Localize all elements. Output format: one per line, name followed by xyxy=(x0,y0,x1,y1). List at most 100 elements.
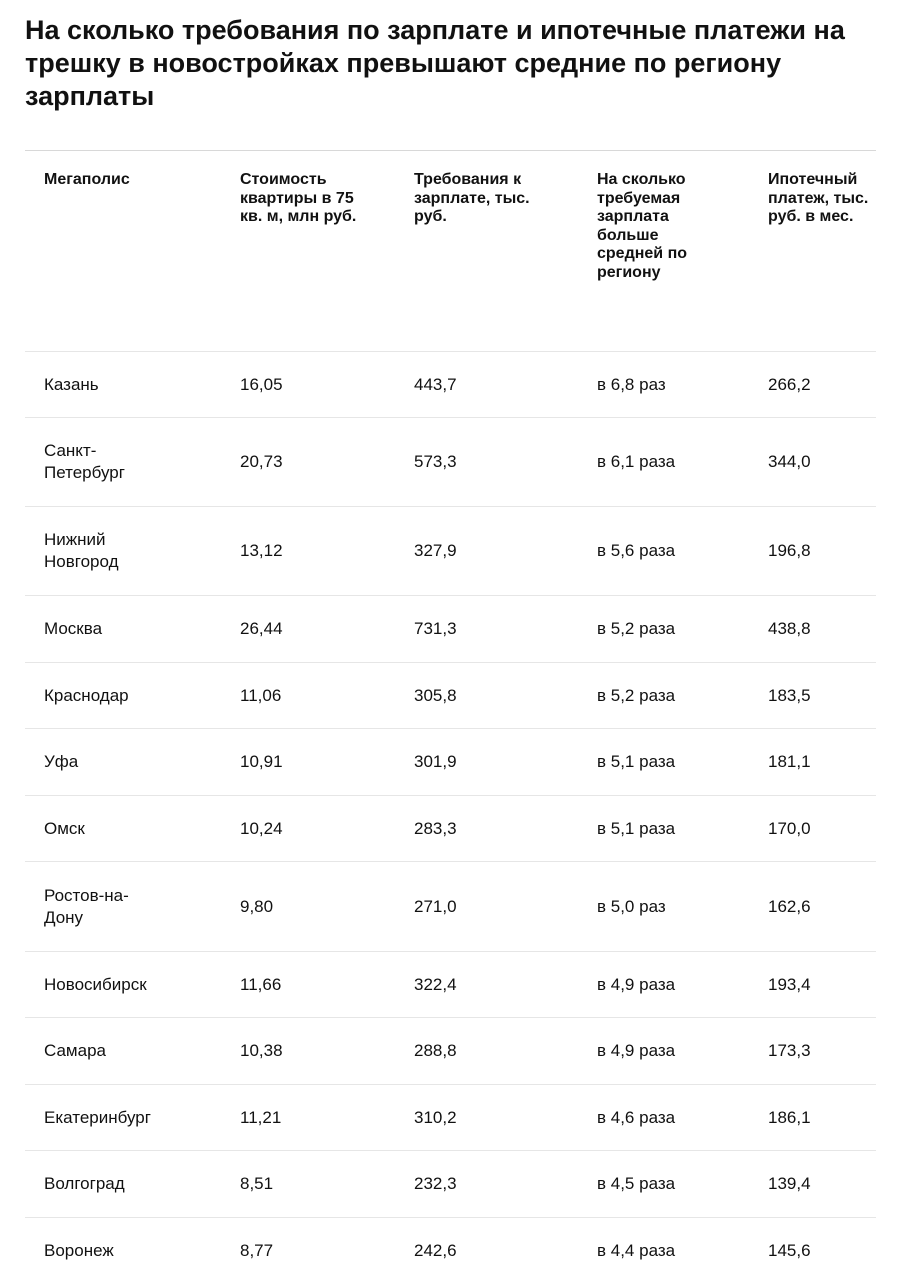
header-cell: Требования к зарплате, тыс. руб. xyxy=(395,151,578,352)
table-cell: 145,6 xyxy=(749,1218,876,1280)
table-cell: 731,3 xyxy=(395,596,578,663)
table-cell: 13,12 xyxy=(221,507,395,596)
cell-text: 288,8 xyxy=(414,1041,457,1060)
cell-text: 573,3 xyxy=(414,452,457,471)
table-cell: 283,3 xyxy=(395,796,578,862)
cell-text: в 5,2 раза xyxy=(597,619,676,638)
table-cell: в 4,6 раза xyxy=(578,1085,749,1151)
table-row: Нижний Новгород 13,12 327,9 в 5,6 раза 196,8 xyxy=(25,507,876,596)
table-cell: 271,0 xyxy=(395,862,578,952)
table-cell: 8,51 xyxy=(221,1151,395,1218)
table-cell: 288,8 xyxy=(395,1018,578,1085)
city-name: Москва xyxy=(44,619,103,638)
cell-text: 305,8 xyxy=(414,685,457,705)
table-row: Уфа 10,91 301,9 в 5,1 раза 181,1 xyxy=(25,729,876,796)
table-cell: 11,06 xyxy=(221,663,395,729)
table-row: Казань 16,05 443,7 в 6,8 раз 266,2 xyxy=(25,352,876,418)
city-name: Омск xyxy=(44,818,85,838)
city-name: Казань xyxy=(44,374,99,394)
header-text: Стоимость квартиры в 75 кв. м, млн руб. xyxy=(240,171,357,225)
table-cell: 10,91 xyxy=(221,729,395,796)
table-cell: в 5,1 раза xyxy=(578,796,749,862)
cell-text: 10,24 xyxy=(240,818,283,838)
table-cell: Казань xyxy=(25,352,221,418)
table-cell: 10,24 xyxy=(221,796,395,862)
table-cell: 181,1 xyxy=(749,729,876,796)
cell-text: 310,2 xyxy=(414,1107,457,1127)
table-cell: в 6,1 раза xyxy=(578,418,749,507)
cell-text: 16,05 xyxy=(240,374,283,394)
table-cell: 139,4 xyxy=(749,1151,876,1218)
cell-text: 8,77 xyxy=(240,1240,274,1260)
city-name: Воронеж xyxy=(44,1240,114,1260)
cell-text: 11,66 xyxy=(240,974,282,994)
cell-text: 327,9 xyxy=(414,541,457,560)
cell-text: 438,8 xyxy=(768,619,811,638)
table-cell: 186,1 xyxy=(749,1085,876,1151)
table-cell: Ростов-на-Дону xyxy=(25,862,221,952)
city-name: Ростов-на-Дону xyxy=(44,885,129,927)
table-row: Омск 10,24 283,3 в 5,1 раза 170,0 xyxy=(25,796,876,862)
table-cell: 573,3 xyxy=(395,418,578,507)
table-cell: в 5,1 раза xyxy=(578,729,749,796)
header-cell: На сколько требуемая зарплата больше сре… xyxy=(578,151,749,352)
cell-text: 344,0 xyxy=(768,452,811,471)
table-cell: в 6,8 раз xyxy=(578,352,749,418)
cell-text: в 6,8 раз xyxy=(597,374,666,394)
cell-text: 271,0 xyxy=(414,896,457,916)
cell-text: в 4,9 раза xyxy=(597,1041,676,1060)
cell-text: 10,38 xyxy=(240,1041,283,1060)
table-cell: 11,66 xyxy=(221,952,395,1018)
table-row: Новосибирск 11,66 322,4 в 4,9 раза 193,4 xyxy=(25,952,876,1018)
cell-text: в 5,0 раз xyxy=(597,896,666,916)
table-cell: в 4,4 раза xyxy=(578,1218,749,1280)
table-cell: Самара xyxy=(25,1018,221,1085)
city-name: Самара xyxy=(44,1041,106,1060)
cell-text: в 4,4 раза xyxy=(597,1240,676,1260)
header-text: Ипотечный платеж, тыс. руб. в мес. xyxy=(768,171,869,225)
cell-text: 186,1 xyxy=(768,1107,811,1127)
table-row: Москва 26,44 731,3 в 5,2 раза 438,8 xyxy=(25,596,876,663)
cell-text: 20,73 xyxy=(240,452,283,471)
city-name: Екатеринбург xyxy=(44,1107,151,1127)
cell-text: 183,5 xyxy=(768,685,811,705)
table-cell: в 5,0 раз xyxy=(578,862,749,952)
table-cell: Воронеж xyxy=(25,1218,221,1280)
table-cell: Нижний Новгород xyxy=(25,507,221,596)
table-row: Екатеринбург 11,21 310,2 в 4,6 раза 186,1 xyxy=(25,1085,876,1151)
table-cell: в 5,2 раза xyxy=(578,596,749,663)
table-row: Самара 10,38 288,8 в 4,9 раза 173,3 xyxy=(25,1018,876,1085)
cell-text: в 4,6 раза xyxy=(597,1107,676,1127)
table-cell: 183,5 xyxy=(749,663,876,729)
cell-text: 232,3 xyxy=(414,1174,457,1193)
table-cell: 344,0 xyxy=(749,418,876,507)
table-row: Санкт-Петербург 20,73 573,3 в 6,1 раза 344,0 xyxy=(25,418,876,507)
table-cell: Санкт-Петербург xyxy=(25,418,221,507)
cell-text: 11,06 xyxy=(240,685,282,705)
table-cell: 242,6 xyxy=(395,1218,578,1280)
table-cell: 10,38 xyxy=(221,1018,395,1085)
cell-text: 9,80 xyxy=(240,896,274,916)
cell-text: 10,91 xyxy=(240,752,283,771)
city-name: Санкт-Петербург xyxy=(44,441,125,482)
table-cell: Уфа xyxy=(25,729,221,796)
table-cell: Екатеринбург xyxy=(25,1085,221,1151)
cell-text: 443,7 xyxy=(414,374,457,394)
table-cell: 162,6 xyxy=(749,862,876,952)
table-cell: 16,05 xyxy=(221,352,395,418)
table-cell: 170,0 xyxy=(749,796,876,862)
table-cell: 310,2 xyxy=(395,1085,578,1151)
header-row: Мегаполис Стоимость квартиры в 75 кв. м, … xyxy=(25,150,876,352)
cell-text: 266,2 xyxy=(768,374,811,394)
header-cell: Ипотечный платеж, тыс. руб. в мес. xyxy=(749,151,876,352)
cell-text: в 5,1 раза xyxy=(597,752,676,771)
table-cell: в 5,2 раза xyxy=(578,663,749,729)
table-cell: 438,8 xyxy=(749,596,876,663)
cell-text: 301,9 xyxy=(414,752,457,771)
table-row: Краснодар 11,06 305,8 в 5,2 раза 183,5 xyxy=(25,663,876,729)
cell-text: 181,1 xyxy=(768,752,811,771)
cell-text: в 6,1 раза xyxy=(597,452,676,471)
table-cell: 266,2 xyxy=(749,352,876,418)
table-cell: 443,7 xyxy=(395,352,578,418)
